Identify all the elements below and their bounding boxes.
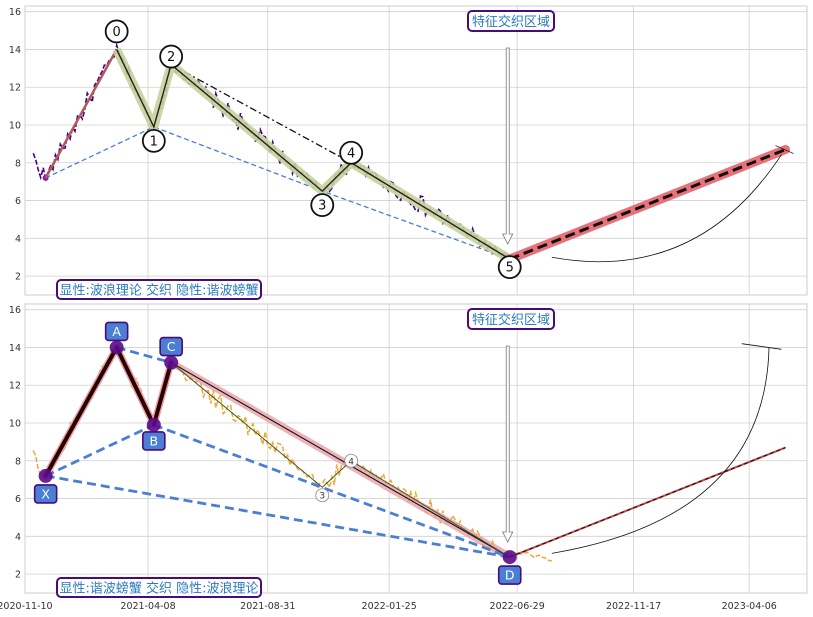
y-tick-label: 4 [15,532,21,543]
caption-box [56,577,262,598]
wave-point-label: 2 [167,50,175,65]
harmonic-label-box [497,565,522,585]
harmonic-point-label: C [167,339,176,354]
wave-point-label: 5 [506,261,514,276]
region-label-box [467,10,555,32]
region-label: 特征交织区域 [472,14,550,30]
x-tick-label: 2021-08-31 [240,601,295,612]
y-tick-label: 10 [9,419,21,430]
harmonic-point-marker [502,550,517,565]
cd-leg-line [170,362,510,558]
connector-head [775,145,794,154]
x-tick-label: 2021-04-08 [120,601,175,612]
wave-point-label: 0 [113,25,121,40]
connector-curve [551,347,770,554]
harmonic-dashed-line [45,474,510,559]
wave-point-marker [310,193,335,218]
x-tick-label: 2022-06-29 [490,601,545,612]
harmonic-dashed-line [45,423,155,478]
harmonic-label-box [104,321,129,342]
x-tick-label: 2022-01-25 [362,601,417,612]
harmonic-point-label: X [41,486,50,501]
y-tick-label: 8 [15,158,21,169]
harmonic-point-marker [146,417,161,432]
x-tick-label: 2020-11-10 [0,601,53,612]
wave-point-marker [159,44,184,69]
minor-wave-marker [344,453,359,468]
y-tick-label: 14 [9,343,21,354]
projection-line [509,447,786,558]
minor-wave-label: 3 [319,492,325,502]
x-tick-label: 2022-11-17 [606,601,661,612]
wave-point-marker [141,128,166,153]
first-leg-line [44,48,118,179]
caption-label: 显性:谐波螃蟹 交织 隐性:波浪理论 [59,581,258,597]
minor-wave-label: 4 [348,457,354,467]
projection-line [509,148,787,261]
region-label: 特征交织区域 [472,312,550,328]
y-tick-label: 2 [15,570,21,581]
harmonic-dashed-line [116,346,172,364]
wave-point-marker [104,19,129,44]
plot-content: 0 1 2 3 4 5 [32,19,794,280]
harmonic-dashed-line [153,423,511,559]
harmonic-point-label: A [112,324,121,339]
y-tick-label: 12 [9,83,21,94]
y-tick-label: 16 [9,7,21,18]
wave-point-marker [497,255,522,280]
harmonic-label-box [33,484,58,504]
harmonic-label-box [159,336,183,357]
region-arrow [502,345,514,543]
connector-head [741,343,782,350]
x-tick-label: 2023-04-06 [722,601,777,612]
wave-point-marker [339,140,364,165]
harmonic-leg-line [43,345,119,478]
region-arrow [502,47,514,245]
wave-path-line [116,49,511,260]
y-tick-label: 4 [15,234,21,245]
minor-wave-marker [315,488,330,503]
harmonic-point-label: D [505,568,515,583]
region-label-box [467,308,555,330]
caption-box [56,279,262,300]
wave-point-label: 4 [347,146,355,161]
connector-curve [551,154,782,263]
minor-wave-line [170,362,510,558]
harmonic-point-marker [164,355,179,370]
harmonic-label-box [142,431,166,451]
y-tick-label: 14 [9,45,21,56]
y-tick-label: 2 [15,272,21,283]
harmonic-point-marker [109,340,124,355]
y-tick-label: 6 [15,196,21,207]
y-tick-label: 12 [9,381,21,392]
plot-content: 3 4 X A B C D [32,321,786,585]
harmonic-point-label: B [150,433,159,448]
y-tick-label: 8 [15,456,21,467]
support-line [45,126,510,260]
y-tick-label: 10 [9,121,21,132]
harmonic-point-marker [38,468,53,483]
y-tick-label: 6 [15,494,21,505]
harmonic-leg-line [114,345,156,427]
y-tick-label: 16 [9,305,21,316]
x-axis: 2020-11-10 2021-04-08 2021-08-31 2022-01-25… [0,601,777,612]
wave-point-label: 1 [150,134,158,149]
wave-point-label: 3 [318,199,326,214]
harmonic-leg-line [151,360,174,427]
caption-label: 显性:波浪理论 交织 隐性:谐波螃蟹 [59,283,258,299]
